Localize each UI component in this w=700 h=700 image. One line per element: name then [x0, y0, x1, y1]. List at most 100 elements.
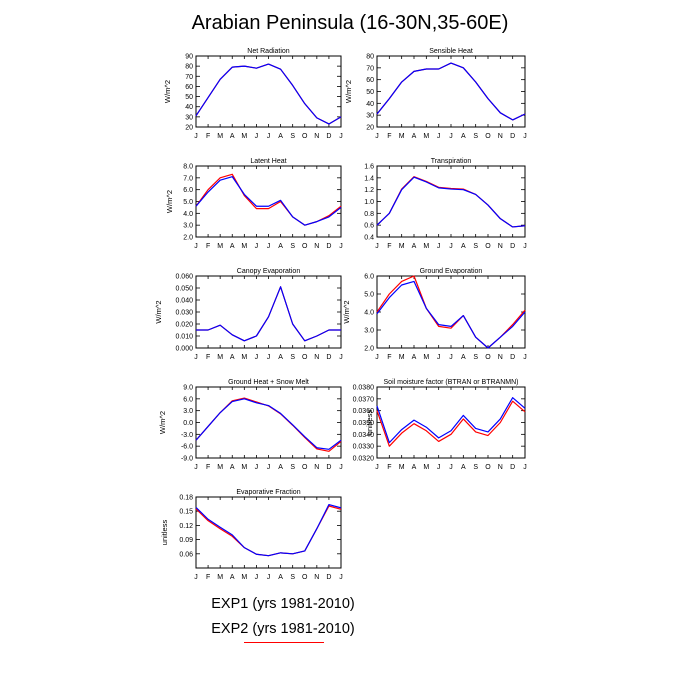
x-tick-label: J: [339, 574, 343, 581]
x-tick-label: D: [326, 354, 331, 361]
panel-title: Transpiration: [431, 158, 472, 165]
legend-exp2-label: EXP2 (yrs 1981-2010): [211, 621, 355, 637]
x-tick-label: F: [206, 354, 210, 361]
panel-frame: [195, 386, 342, 459]
x-tick-label: D: [510, 133, 515, 140]
y-tick-label: 4.0: [364, 310, 374, 317]
x-tick-label: D: [510, 464, 515, 471]
y-tick-label: 0.12: [179, 523, 193, 530]
series-exp2-line: [195, 63, 342, 125]
y-tick-label: 30: [366, 113, 374, 120]
x-tick-label: A: [461, 464, 466, 471]
x-tick-label: A: [230, 133, 235, 140]
y-axis-label: W/m^2: [163, 80, 172, 103]
x-tick-label: M: [217, 464, 223, 471]
x-tick-label: A: [278, 354, 283, 361]
x-tick-label: A: [230, 574, 235, 581]
panel-title: Soil moisture factor (BTRAN or BTRANMN): [384, 379, 519, 386]
x-tick-label: M: [423, 133, 429, 140]
x-tick-label: S: [473, 464, 478, 471]
x-tick-label: O: [302, 133, 308, 140]
x-tick-label: A: [461, 354, 466, 361]
panel-title: Ground Heat + Snow Melt: [228, 379, 309, 386]
panel-frame: [195, 275, 342, 349]
x-tick-label: S: [290, 243, 295, 250]
y-tick-label: 0.040: [175, 298, 193, 305]
y-tick-label: 60: [366, 77, 374, 84]
y-tick-label: 50: [185, 94, 193, 101]
x-tick-label: J: [255, 574, 259, 581]
y-tick-label: 8.0: [183, 164, 193, 171]
x-tick-label: J: [194, 133, 198, 140]
x-tick-label: O: [485, 243, 491, 250]
x-tick-label: M: [217, 243, 223, 250]
x-tick-label: M: [399, 354, 405, 361]
panel-frame: [195, 496, 342, 569]
x-tick-label: A: [461, 243, 466, 250]
x-tick-label: O: [302, 354, 308, 361]
y-axis-label: W/m^2: [342, 300, 351, 323]
x-tick-label: A: [412, 464, 417, 471]
panel-title: Net Radiation: [247, 48, 290, 55]
y-tick-label: 6.0: [183, 396, 193, 403]
x-tick-label: N: [498, 464, 503, 471]
y-tick-label: 0.6: [364, 223, 374, 230]
y-axis-label: W/m^2: [165, 190, 174, 213]
x-tick-label: A: [412, 243, 417, 250]
legend-exp2-line: [244, 642, 324, 643]
x-tick-label: J: [523, 464, 527, 471]
x-tick-label: J: [267, 574, 271, 581]
series-exp1-line: [196, 286, 341, 342]
x-tick-label: M: [423, 243, 429, 250]
x-tick-label: M: [217, 354, 223, 361]
x-tick-label: J: [339, 464, 343, 471]
x-tick-label: J: [375, 243, 379, 250]
series-exp2-line: [376, 176, 526, 228]
y-tick-label: 0.0370: [353, 396, 375, 403]
panel-frame: [195, 55, 342, 128]
x-tick-label: F: [387, 243, 391, 250]
x-tick-label: F: [387, 133, 391, 140]
x-tick-label: N: [314, 464, 319, 471]
y-tick-label: 50: [366, 89, 374, 96]
x-tick-label: N: [498, 133, 503, 140]
x-tick-label: D: [326, 133, 331, 140]
x-tick-label: J: [375, 464, 379, 471]
x-tick-label: J: [339, 133, 343, 140]
x-tick-label: J: [375, 354, 379, 361]
legend-exp1-label: EXP1 (yrs 1981-2010): [211, 596, 355, 612]
x-tick-label: M: [241, 243, 247, 250]
y-tick-label: 0.060: [175, 274, 193, 281]
x-tick-label: M: [399, 243, 405, 250]
x-tick-label: N: [314, 354, 319, 361]
x-tick-label: J: [255, 243, 259, 250]
y-axis-label: unitless: [160, 520, 169, 546]
y-axis-label: unitless: [365, 410, 374, 436]
y-tick-label: 0.0320: [353, 456, 375, 463]
x-tick-label: S: [473, 243, 478, 250]
y-tick-label: 3.0: [183, 223, 193, 230]
y-tick-label: 0.4: [364, 235, 374, 242]
x-tick-label: J: [194, 243, 198, 250]
x-tick-label: J: [267, 354, 271, 361]
y-tick-label: 6.0: [364, 274, 374, 281]
panel-title: Evaporative Fraction: [236, 489, 300, 496]
panel-title: Canopy Evaporation: [237, 268, 301, 275]
x-tick-label: S: [290, 354, 295, 361]
x-tick-label: M: [241, 133, 247, 140]
x-tick-label: F: [206, 133, 210, 140]
y-tick-label: -6.0: [181, 444, 193, 451]
panel-8: Soil moisture factor (BTRAN or BTRANMN) J…: [353, 379, 527, 471]
x-tick-label: J: [523, 243, 527, 250]
series-exp2-line: [376, 400, 526, 447]
y-tick-label: 70: [185, 74, 193, 81]
x-tick-label: F: [206, 464, 210, 471]
x-tick-label: F: [206, 574, 210, 581]
series-exp1-line: [376, 280, 526, 349]
series-exp1-line: [195, 398, 342, 450]
